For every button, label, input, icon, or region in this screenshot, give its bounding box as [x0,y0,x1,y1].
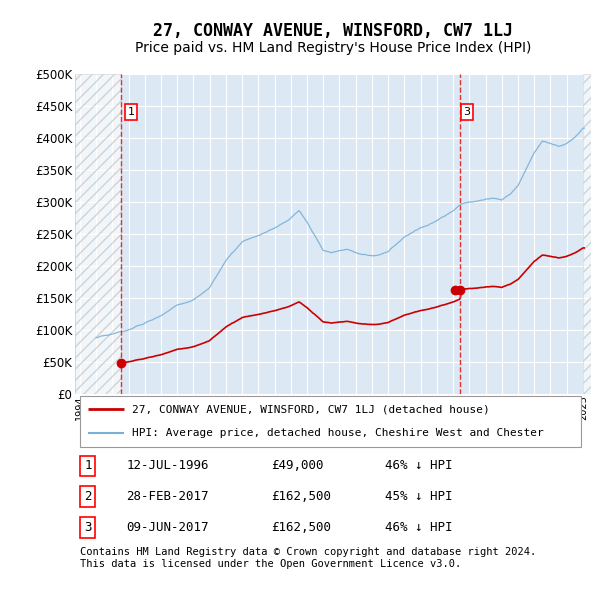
Text: 46% ↓ HPI: 46% ↓ HPI [385,521,452,534]
Text: 45% ↓ HPI: 45% ↓ HPI [385,490,452,503]
FancyBboxPatch shape [80,396,581,447]
Text: 1: 1 [128,107,134,117]
Text: 09-JUN-2017: 09-JUN-2017 [127,521,209,534]
Text: £162,500: £162,500 [271,521,331,534]
Text: 46% ↓ HPI: 46% ↓ HPI [385,460,452,473]
Text: 3: 3 [84,521,92,534]
Text: 28-FEB-2017: 28-FEB-2017 [127,490,209,503]
Text: £162,500: £162,500 [271,490,331,503]
Bar [583,74,591,394]
Text: HPI: Average price, detached house, Cheshire West and Chester: HPI: Average price, detached house, Ches… [132,428,544,438]
Text: 12-JUL-1996: 12-JUL-1996 [127,460,209,473]
Text: 2: 2 [84,490,92,503]
Text: £49,000: £49,000 [271,460,323,473]
Text: 1: 1 [84,460,92,473]
Text: Price paid vs. HM Land Registry's House Price Index (HPI): Price paid vs. HM Land Registry's House … [135,41,531,55]
Text: Contains HM Land Registry data © Crown copyright and database right 2024.
This d: Contains HM Land Registry data © Crown c… [80,547,536,569]
Text: 27, CONWAY AVENUE, WINSFORD, CW7 1LJ: 27, CONWAY AVENUE, WINSFORD, CW7 1LJ [153,22,513,40]
Bar [75,74,121,394]
Text: 27, CONWAY AVENUE, WINSFORD, CW7 1LJ (detached house): 27, CONWAY AVENUE, WINSFORD, CW7 1LJ (de… [132,404,490,414]
Text: 3: 3 [463,107,470,117]
